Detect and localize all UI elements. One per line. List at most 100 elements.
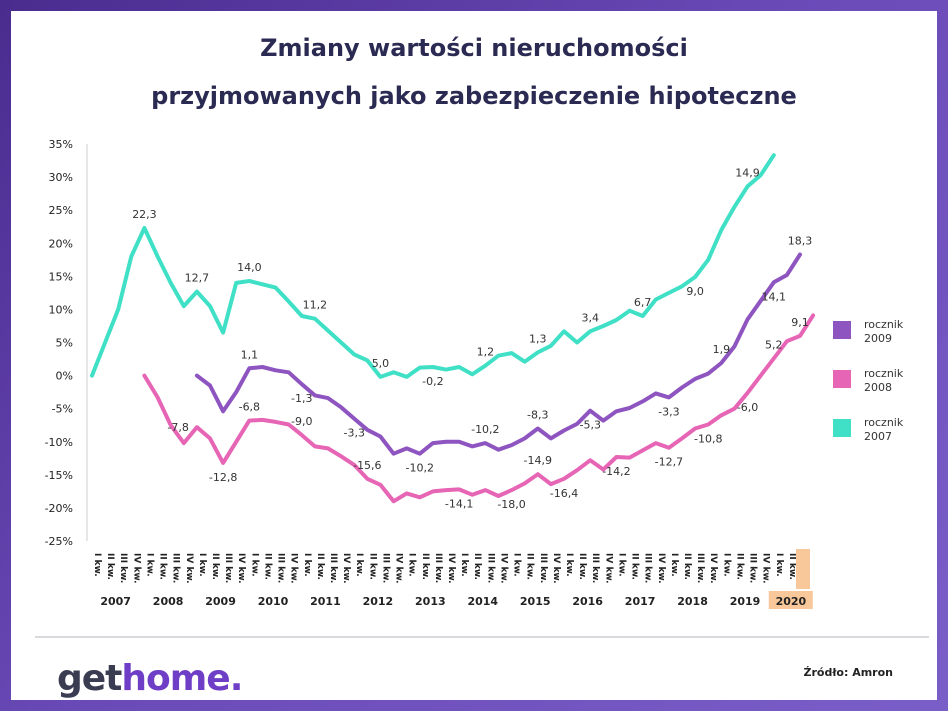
- x-tick-label: II kw.: [787, 553, 797, 580]
- y-tick-label: -10%: [45, 436, 73, 449]
- data-label: 1,1: [241, 348, 258, 361]
- x-tick-label: II kw.: [158, 553, 168, 580]
- x-tick-label: III kw.: [118, 553, 128, 583]
- x-tick-label: IV kw.: [603, 553, 613, 584]
- data-label: -3,3: [658, 405, 679, 418]
- data-label: 11,2: [303, 299, 328, 312]
- year-label: 2020: [776, 595, 807, 608]
- x-tick-label: I kw.: [407, 553, 417, 577]
- chart-title-line-2: przyjmowanych jako zabezpieczenie hipote…: [151, 82, 797, 110]
- y-tick-label: -20%: [45, 502, 73, 515]
- y-tick-label: 0%: [56, 370, 73, 383]
- x-tick-label: III kw.: [171, 553, 181, 583]
- x-tick-label: I kw.: [774, 553, 784, 577]
- data-label: 3,4: [581, 311, 599, 324]
- year-label: 2009: [205, 595, 236, 608]
- x-tick-label: IV kw.: [236, 553, 246, 584]
- data-label: 14,1: [762, 290, 787, 303]
- x-tick-label: I kw.: [616, 553, 626, 577]
- data-label: 1,3: [529, 332, 547, 345]
- x-tick-label: I kw.: [721, 553, 731, 577]
- x-tick-label: II kw.: [682, 553, 692, 580]
- data-label: -10,8: [694, 433, 722, 446]
- x-tick-label: III kw.: [590, 553, 600, 583]
- series-lines: [90, 153, 816, 504]
- chart-card: Zmiany wartości nieruchomości przyjmowan…: [11, 11, 937, 700]
- data-label: -18,0: [497, 498, 525, 511]
- x-tick-label: I kw.: [144, 553, 154, 577]
- data-label: -16,4: [550, 487, 578, 500]
- year-label: 2007: [100, 595, 131, 608]
- data-label: -10,2: [471, 423, 499, 436]
- legend-swatch: [833, 321, 851, 339]
- y-tick-label: 30%: [49, 171, 73, 184]
- logo-part-get: get: [57, 658, 122, 699]
- legend-label: rocznik: [864, 318, 904, 331]
- series-line-2008: [142, 313, 816, 504]
- x-tick-label: III kw.: [695, 553, 705, 583]
- year-label: 2019: [730, 595, 761, 608]
- y-tick-label: -15%: [45, 469, 73, 482]
- data-label: 22,3: [132, 208, 157, 221]
- x-tick-label: IV kw.: [131, 553, 141, 584]
- chart: Zmiany wartości nieruchomości przyjmowan…: [45, 34, 904, 609]
- data-label: -0,2: [422, 375, 443, 388]
- x-tick-label: II kw.: [315, 553, 325, 580]
- x-tick-label: III kw.: [328, 553, 338, 583]
- year-label: 2016: [572, 595, 603, 608]
- x-tick-label: III kw.: [538, 553, 548, 583]
- data-label: -14,1: [445, 497, 473, 510]
- data-label: -6,0: [737, 401, 758, 414]
- x-tick-label: IV kw.: [184, 553, 194, 584]
- x-tick-label: III kw.: [223, 553, 233, 583]
- year-label: 2010: [258, 595, 289, 608]
- data-label: 18,3: [788, 234, 813, 247]
- data-label: 6,7: [634, 296, 652, 309]
- y-tick-label: 5%: [56, 337, 73, 350]
- legend-label: 2009: [864, 332, 892, 345]
- data-label: -1,3: [291, 392, 312, 405]
- data-labels: 22,3 12,7 14,0 11,2 5,0 -0,2 1,2 1,3 3,4 6,7 9,0 14…: [132, 166, 812, 511]
- source-note: Źródło: Amron: [803, 666, 894, 679]
- x-tick-label: IV kw.: [656, 553, 666, 584]
- data-label: 12,7: [185, 272, 210, 285]
- x-tick-label: I kw.: [197, 553, 207, 577]
- data-label: -5,3: [579, 419, 600, 432]
- x-tick-label: III kw.: [276, 553, 286, 583]
- y-tick-label: -5%: [52, 403, 73, 416]
- y-tick-label: -25%: [45, 535, 73, 548]
- year-label: 2018: [677, 595, 708, 608]
- year-label: 2014: [467, 595, 498, 608]
- x-tick-label: IV kw.: [341, 553, 351, 584]
- x-tick-label: IV kw.: [289, 553, 299, 584]
- data-label: 14,0: [237, 261, 262, 274]
- x-tick-label: I kw.: [669, 553, 679, 577]
- data-label: -14,2: [602, 465, 630, 478]
- x-tick-label: III kw.: [433, 553, 443, 583]
- x-tick-label: II kw.: [105, 553, 115, 580]
- x-tick-label: I kw.: [249, 553, 259, 577]
- x-tick-label: III kw.: [748, 553, 758, 583]
- data-label: -12,8: [209, 471, 237, 484]
- year-label: 2008: [153, 595, 184, 608]
- data-label: -7,8: [167, 421, 188, 434]
- data-label: 9,1: [791, 316, 809, 329]
- legend-label: 2007: [864, 430, 892, 443]
- axes: 35% 30% 25% 20% 15% 10% 5% 0% -5% -10% -15% -20% -25…: [45, 138, 813, 609]
- y-tick-label: 35%: [49, 138, 73, 151]
- x-tick-label: II kw.: [420, 553, 430, 580]
- x-tick-label: IV kw.: [446, 553, 456, 584]
- legend-swatch: [833, 419, 851, 437]
- highlight-quarter: [796, 549, 810, 589]
- data-label: -14,9: [524, 454, 552, 467]
- x-tick-label: II kw.: [630, 553, 640, 580]
- data-label: -15,6: [353, 459, 381, 472]
- data-label: -6,8: [239, 401, 260, 414]
- data-label: 5,0: [372, 357, 390, 370]
- x-tick-label: IV kw.: [708, 553, 718, 584]
- year-label: 2017: [625, 595, 656, 608]
- x-tick-label: II kw.: [472, 553, 482, 580]
- data-label: -10,2: [406, 462, 434, 475]
- data-label: 1,9: [713, 343, 731, 356]
